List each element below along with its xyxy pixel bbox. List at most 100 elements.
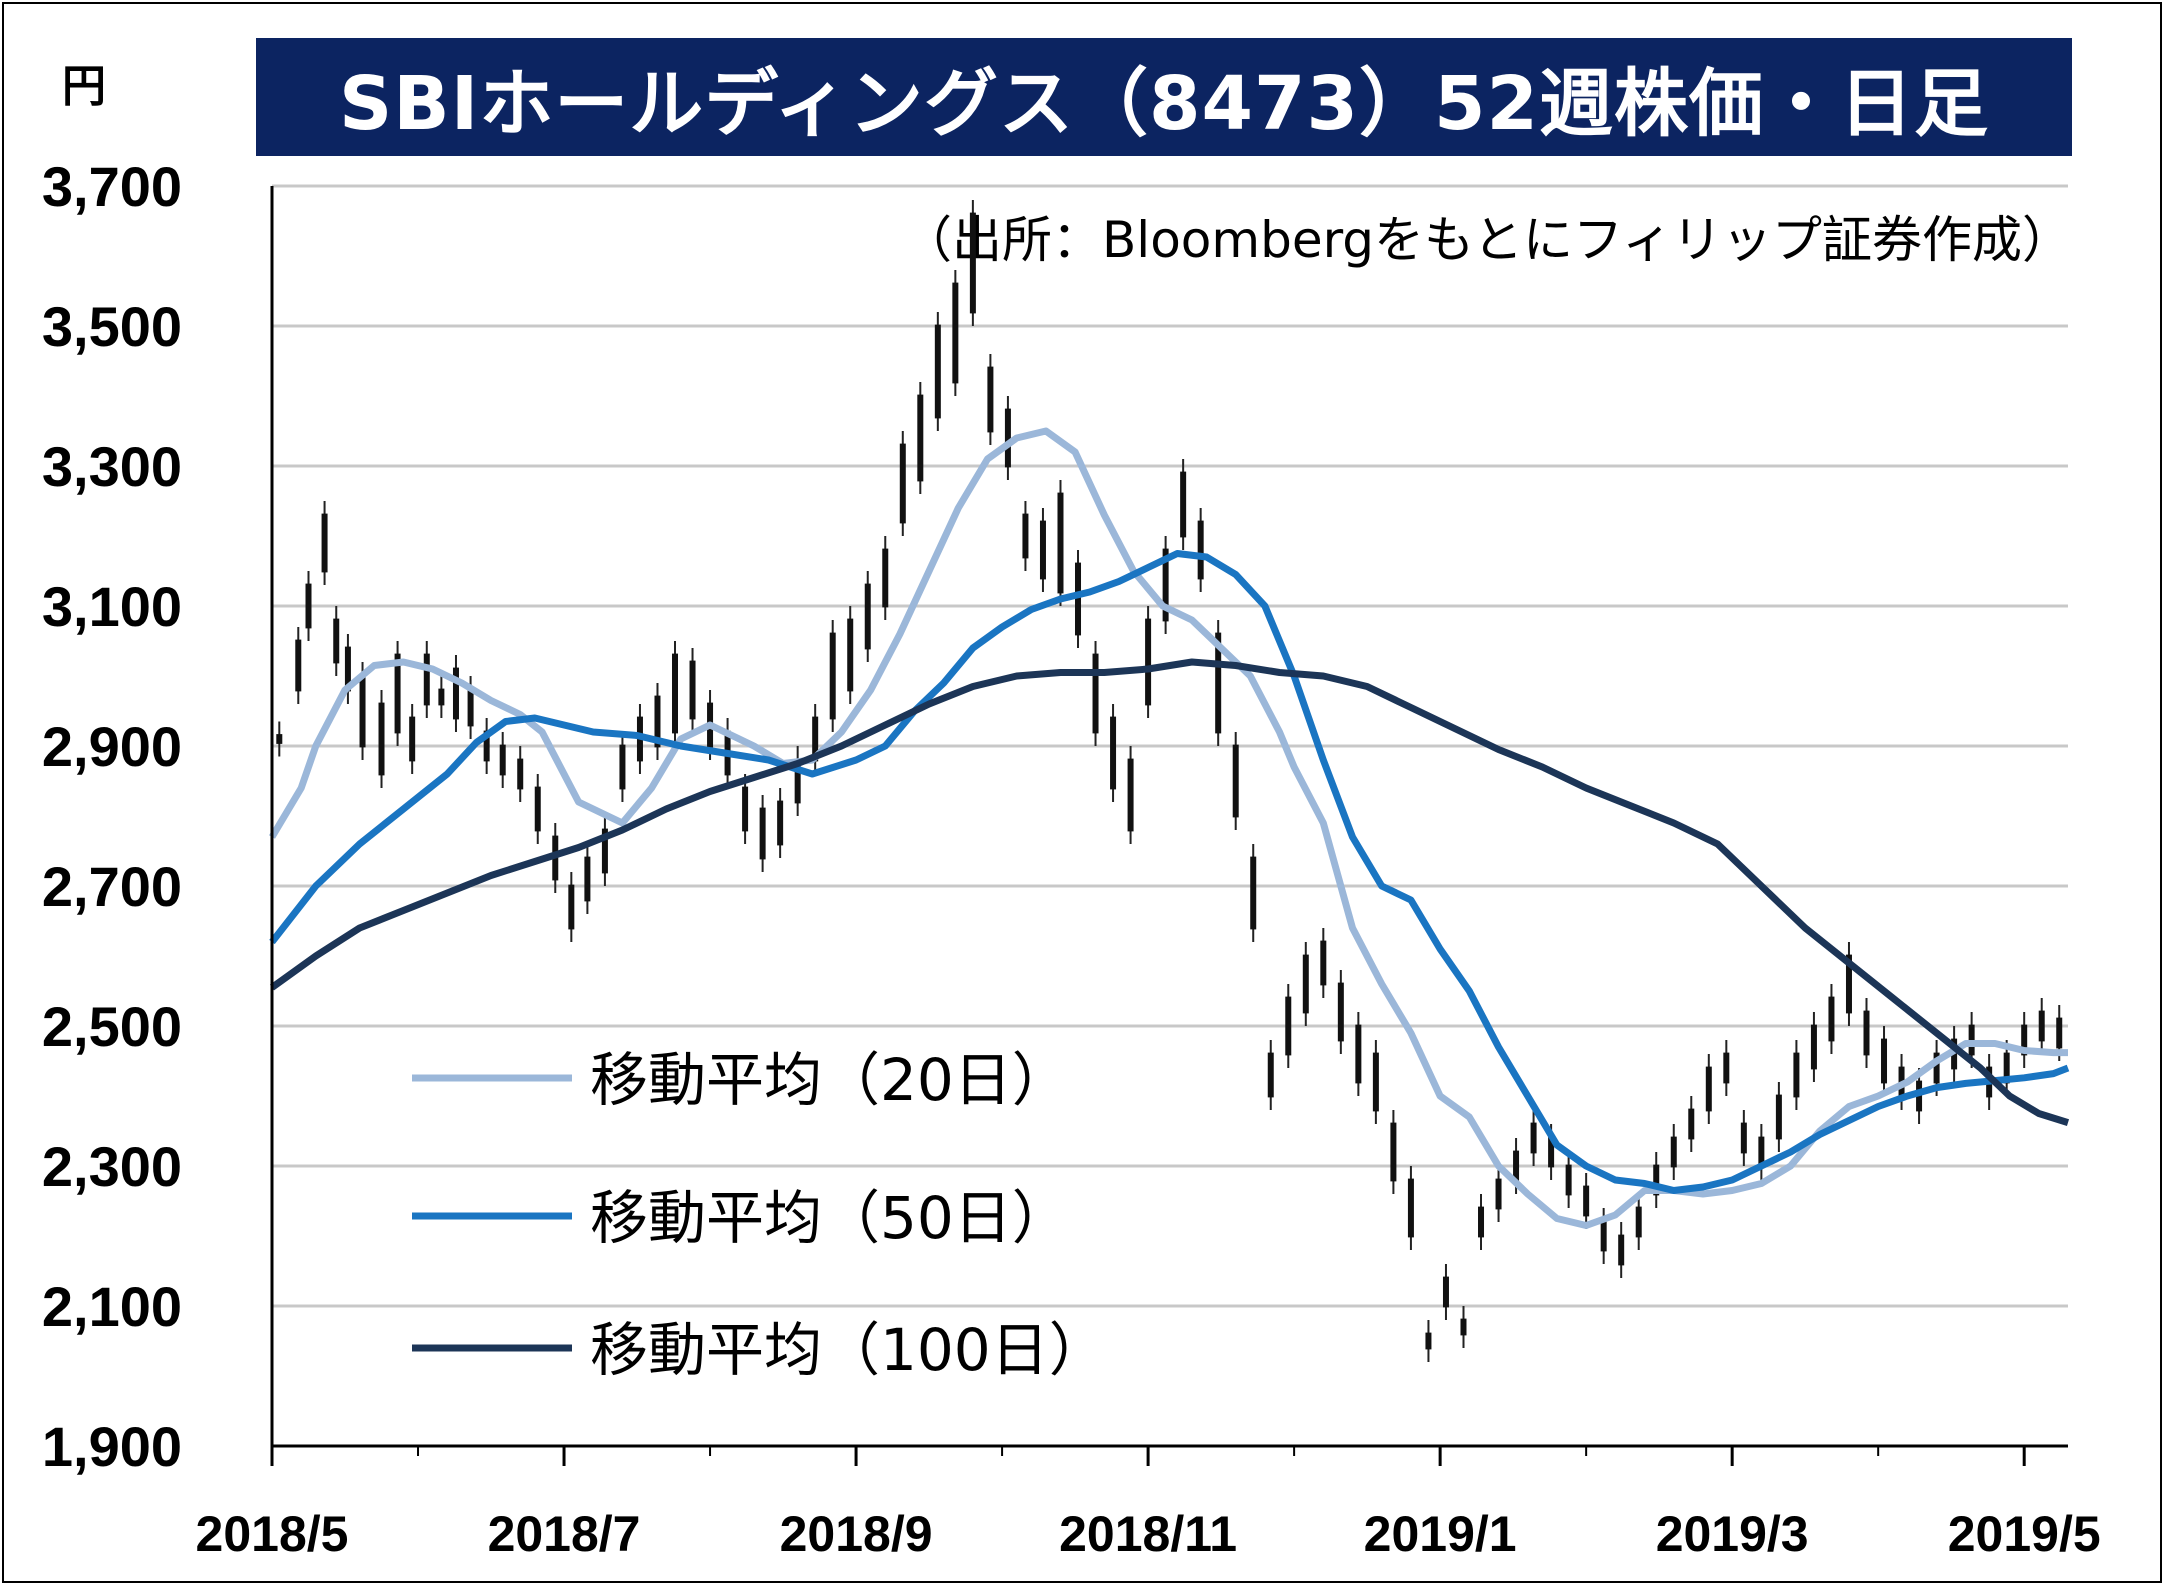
candle-body [1197, 520, 1204, 580]
candle-body [1022, 513, 1029, 559]
candle-body [344, 646, 351, 692]
candle-body [1232, 744, 1239, 818]
candle-body [1670, 1136, 1677, 1168]
candle-body [742, 786, 749, 832]
ma-series-line-1 [269, 550, 2070, 1194]
x-tick-label: 2019/3 [1656, 1506, 1809, 1562]
candle-body [1407, 1178, 1414, 1238]
candlesticks [276, 200, 2063, 1362]
candle-body [601, 828, 608, 874]
candle-body [1723, 1052, 1730, 1084]
candle-body [1039, 520, 1046, 580]
candle-body [394, 653, 401, 734]
candle-body [1635, 1206, 1642, 1238]
candle-body [378, 702, 385, 776]
candle-body [1548, 1136, 1555, 1168]
candle-body [1600, 1220, 1607, 1252]
candle-body [1618, 1234, 1625, 1266]
candle-body [864, 583, 871, 650]
candle-body [1302, 954, 1309, 1014]
candle-body [305, 583, 312, 629]
y-tick-label: 3,300 [42, 435, 182, 498]
y-tick-label: 1,900 [42, 1415, 182, 1478]
candle-body [1793, 1052, 1800, 1098]
candle-body [1530, 1122, 1537, 1154]
moving-average-lines [268, 427, 2070, 1229]
candle-body [1057, 492, 1064, 594]
candle-body [952, 282, 959, 384]
y-tick-label: 2,500 [42, 995, 182, 1058]
y-tick-label: 2,900 [42, 715, 182, 778]
candle-body [1775, 1094, 1782, 1140]
y-tick-label: 2,300 [42, 1135, 182, 1198]
candle-body [1758, 1136, 1765, 1168]
candle-body [1705, 1066, 1712, 1112]
candle-body [759, 807, 766, 860]
candle-body [1267, 1052, 1274, 1098]
candle-body [1442, 1276, 1449, 1308]
candle-body [672, 653, 679, 734]
candle-body [1145, 618, 1152, 706]
candle-body [1092, 653, 1099, 734]
candle-body [568, 884, 575, 930]
candle-body [438, 688, 445, 706]
candle-body [517, 758, 524, 790]
legend-label: 移動平均（20日） [590, 1046, 1070, 1114]
candle-body [1565, 1164, 1572, 1196]
y-tick-label: 3,500 [42, 295, 182, 358]
candle-body [295, 639, 302, 692]
candle-body [1162, 548, 1169, 622]
candle-body [1688, 1108, 1695, 1140]
candle-body [1320, 940, 1327, 986]
candle-body [777, 800, 784, 846]
x-tick-label: 2019/1 [1364, 1506, 1517, 1562]
candle-body [619, 744, 626, 790]
candle-body [689, 660, 696, 720]
candle-body [1390, 1122, 1397, 1182]
ma-series-line-0 [268, 427, 2068, 1229]
y-axis-labels: 3,700 3,500 3,300 3,100 2,900 2,700 2,500 2,300… [42, 155, 182, 1478]
candle-body [1250, 856, 1257, 930]
candle-body [1933, 1052, 1940, 1084]
candle-body [969, 212, 976, 314]
x-tick-label: 2018/7 [488, 1506, 641, 1562]
candle-body [1180, 471, 1187, 538]
candle-body [1495, 1178, 1502, 1210]
ma-series-line-2 [269, 658, 2070, 1126]
candle-body [1110, 716, 1117, 790]
grid-lines [272, 184, 2068, 1448]
candle-body [1881, 1038, 1888, 1084]
y-tick-label: 3,100 [42, 575, 182, 638]
candle-body [452, 667, 459, 720]
candle-body [2021, 1024, 2028, 1056]
candle-body [1460, 1318, 1467, 1336]
candle-body [987, 366, 994, 433]
candle-body [1127, 758, 1134, 832]
y-tick-label: 2,700 [42, 855, 182, 918]
candle-body [2038, 1010, 2045, 1042]
candle-body [333, 618, 340, 664]
y-axis-unit-label: 円 [62, 61, 106, 112]
candle-body [1075, 562, 1082, 636]
legend-label: 移動平均（100日） [590, 1316, 1107, 1384]
candle-body [794, 758, 801, 804]
candle-body [584, 856, 591, 902]
candle-body [654, 695, 661, 748]
candle-body [1740, 1122, 1747, 1154]
x-tick-label: 2019/5 [1948, 1506, 2101, 1562]
candle-body [812, 716, 819, 762]
legend-label: 移動平均（50日） [590, 1184, 1070, 1252]
candle-body [847, 618, 854, 692]
legend: 移動平均（20日） 移動平均（50日） 移動平均（100日） [412, 1046, 1107, 1384]
x-tick-label: 2018/9 [780, 1506, 933, 1562]
candle-body [1583, 1185, 1590, 1217]
candle-body [423, 653, 430, 706]
candle-body [2056, 1017, 2063, 1049]
x-tick-label: 2018/5 [196, 1506, 349, 1562]
candle-body [1355, 1024, 1362, 1084]
candle-body [321, 513, 328, 573]
candle-body [1863, 1010, 1870, 1056]
candle-body [2003, 1052, 2010, 1084]
